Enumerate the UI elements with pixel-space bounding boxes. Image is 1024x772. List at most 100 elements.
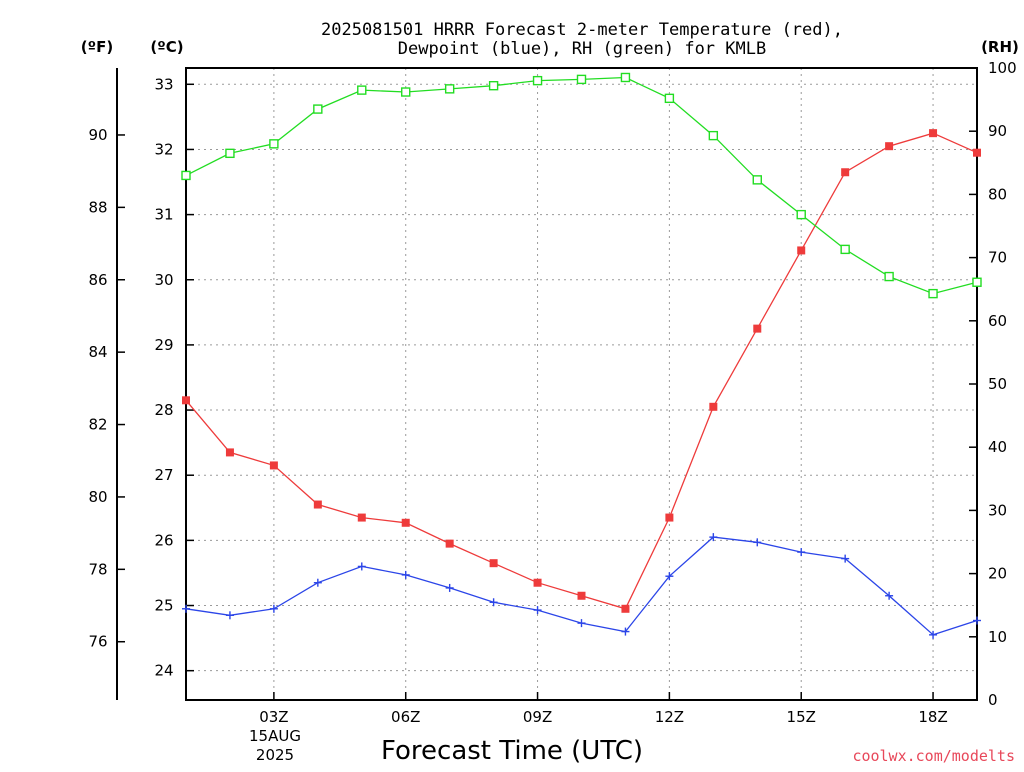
temperature-point-5 (357, 513, 366, 522)
celsius-tick-label-33: 33 (154, 75, 173, 93)
chart-title-line-1: 2025081501 HRRR Forecast 2-meter Tempera… (321, 20, 843, 40)
rh-tick-label-60: 60 (988, 312, 1007, 330)
rh-point-1 (181, 170, 191, 181)
dewpoint-point-13 (709, 533, 718, 542)
rh-point-10 (576, 74, 587, 85)
fahrenheit-tick-label-80: 80 (88, 488, 107, 506)
dewpoint-series (182, 533, 981, 639)
temperature-point-12 (665, 513, 674, 522)
rh-tick-label-20: 20 (988, 565, 1007, 583)
x-tick-label-18Z: 18Z (918, 708, 947, 726)
dewpoint-point-1 (182, 604, 190, 613)
rh-point-15 (796, 209, 806, 220)
rh-point-18 (928, 288, 938, 299)
rh-point-4 (313, 104, 323, 114)
rh-tick-label-30: 30 (988, 501, 1007, 519)
temperature-point-18 (929, 129, 938, 138)
rh-point-16 (840, 244, 850, 255)
credit-label: coolwx.com/modelts (852, 747, 1015, 765)
dewpoint-point-14 (753, 538, 762, 547)
temperature-point-6 (401, 518, 410, 527)
rh-point-17 (884, 271, 894, 282)
chart-title-line-2: Dewpoint (blue), RH (green) for KMLB (398, 39, 766, 59)
rh-tick-label-100: 100 (988, 59, 1017, 77)
rh-point-8 (488, 80, 499, 91)
temperature-point-10 (577, 591, 586, 600)
rh-point-11 (620, 72, 631, 83)
rh-tick-label-40: 40 (988, 438, 1007, 456)
fahrenheit-tick-label-76: 76 (88, 633, 107, 651)
celsius-tick-label-26: 26 (154, 531, 173, 549)
temperature-point-2 (225, 448, 234, 457)
dewpoint-point-19 (973, 616, 981, 625)
rh-unit-label: (RH) (981, 38, 1019, 56)
rh-point-2 (225, 148, 235, 159)
dewpoint-point-8 (489, 598, 498, 607)
temperature-point-8 (489, 559, 498, 568)
x-date-year-label: 2025 (256, 746, 294, 764)
celsius-tick-label-30: 30 (154, 271, 173, 289)
data-series (181, 72, 982, 639)
temperature-point-14 (753, 324, 762, 333)
dewpoint-point-7 (445, 583, 454, 592)
fahrenheit-tick-label-90: 90 (88, 126, 107, 144)
x-tick-label-15Z: 15Z (787, 708, 816, 726)
rh-tick-label-10: 10 (988, 628, 1007, 646)
celsius-tick-label-29: 29 (154, 336, 173, 354)
rh-tick-label-70: 70 (988, 249, 1007, 267)
rh-point-14 (752, 175, 762, 185)
fahrenheit-tick-label-82: 82 (88, 416, 107, 434)
x-tick-label-09Z: 09Z (523, 708, 552, 726)
rh-tick-label-50: 50 (988, 375, 1007, 393)
temperature-point-17 (885, 142, 894, 151)
temperature-point-9 (533, 578, 542, 587)
fahrenheit-tick-label-86: 86 (88, 271, 107, 289)
rh-line (185, 76, 978, 295)
temperature-point-11 (621, 604, 630, 613)
rh-tick-label-0: 0 (988, 691, 998, 709)
rh-point-5 (357, 85, 367, 95)
x-date-day-label: 15AUG (249, 727, 301, 745)
temperature-series (182, 129, 981, 613)
temperature-line (185, 132, 978, 610)
axes (116, 67, 978, 701)
x-tick-label-06Z: 06Z (391, 708, 420, 726)
dewpoint-point-3 (269, 604, 278, 613)
rh-point-12 (664, 93, 675, 104)
celsius-tick-label-24: 24 (154, 662, 173, 680)
temperature-point-13 (709, 402, 718, 411)
dewpoint-point-11 (621, 627, 630, 636)
fahrenheit-tick-label-84: 84 (88, 343, 107, 361)
temperature-point-19 (973, 148, 981, 157)
rh-point-7 (444, 84, 455, 94)
fahrenheit-tick-label-88: 88 (88, 198, 107, 216)
rh-point-6 (401, 87, 411, 97)
rh-point-9 (532, 75, 543, 86)
dewpoint-point-18 (929, 630, 938, 639)
grid-lines (186, 68, 977, 700)
x-tick-label-12Z: 12Z (655, 708, 684, 726)
celsius-tick-label-25: 25 (154, 597, 173, 615)
dewpoint-point-15 (797, 548, 806, 557)
dewpoint-point-17 (885, 591, 894, 600)
celsius-tick-label-31: 31 (154, 206, 173, 224)
celsius-unit-label: (ºC) (150, 38, 183, 56)
rh-point-19 (972, 277, 982, 287)
temperature-point-4 (313, 500, 322, 509)
temperature-point-15 (797, 246, 806, 255)
dewpoint-point-2 (225, 611, 234, 620)
celsius-tick-label-32: 32 (154, 140, 173, 158)
rh-series (181, 72, 982, 299)
dewpoint-point-4 (313, 578, 322, 587)
tick-labels: 24 25 26 27 28 29 30 31 32 33 76 78 80 82 84 86 88 90 0 10 2… (88, 59, 1016, 726)
temperature-point-3 (269, 461, 278, 470)
x-tick-label-03Z: 03Z (259, 708, 288, 726)
dewpoint-point-6 (401, 570, 410, 579)
dewpoint-point-5 (357, 562, 366, 571)
dewpoint-point-9 (533, 606, 542, 615)
celsius-tick-label-28: 28 (154, 401, 173, 419)
rh-point-13 (708, 130, 719, 141)
dewpoint-point-16 (841, 554, 850, 563)
